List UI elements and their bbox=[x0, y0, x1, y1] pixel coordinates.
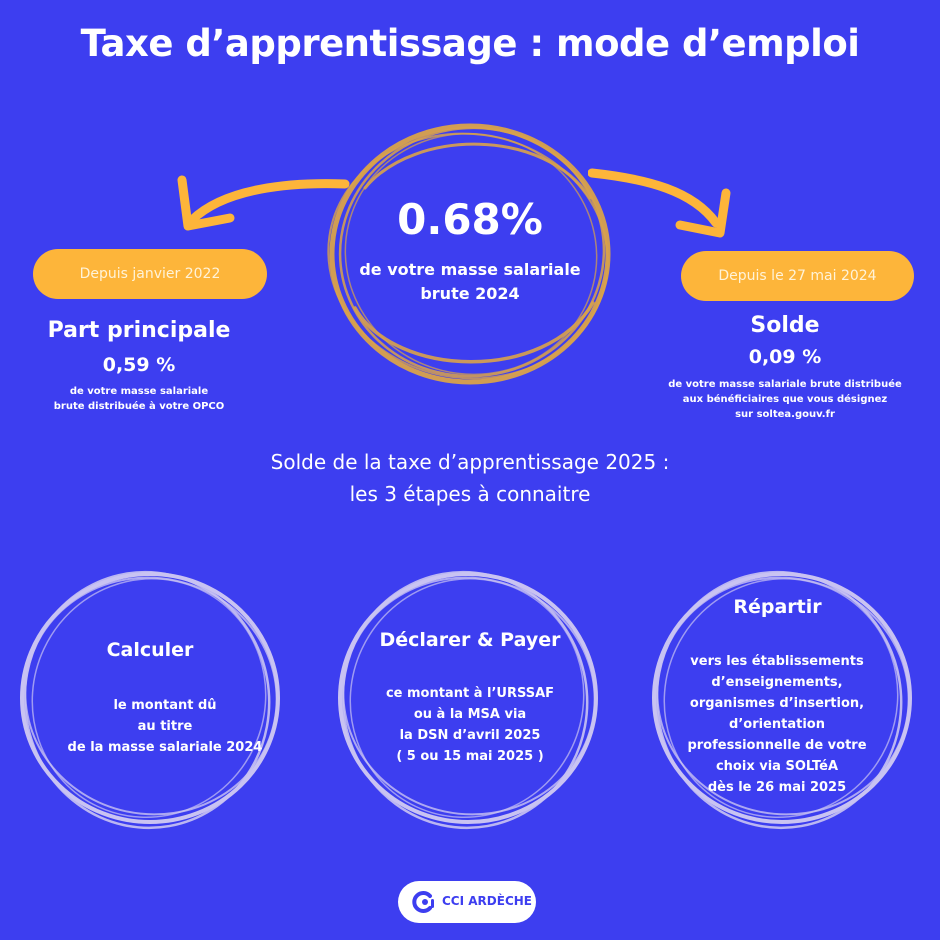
total-desc-line: de votre masse salariale bbox=[359, 260, 581, 279]
step-line: ou à la MSA via bbox=[413, 707, 527, 722]
step-line: choix via SOLTéA bbox=[715, 759, 839, 774]
balance-description: de votre masse salariale brute distribué… bbox=[645, 377, 925, 422]
steps-heading-line: les 3 étapes à connaitre bbox=[349, 482, 591, 506]
step-ring-decoration bbox=[20, 570, 280, 830]
balance-percent: 0,09 % bbox=[748, 346, 822, 368]
main-part-desc-line: brute distribuée à votre OPCO bbox=[53, 401, 225, 412]
balance-desc-line: aux bénéficiaires que vous désignez bbox=[682, 394, 888, 405]
step-ring-decoration bbox=[338, 570, 598, 830]
step-line: organismes d’insertion, bbox=[689, 696, 865, 711]
cci-ardeche-logo[interactable]: CCI ARDÈCHE bbox=[398, 881, 536, 923]
right-arrow-icon bbox=[588, 168, 731, 238]
gold-ring-decoration bbox=[327, 123, 611, 385]
step-distribute-title: Répartir bbox=[733, 596, 822, 618]
step-calculate-title: Calculer bbox=[106, 639, 194, 661]
step-line: de la masse salariale 2024 bbox=[67, 740, 263, 755]
page-title: Taxe d’apprentissage : mode d’emploi bbox=[80, 22, 860, 65]
since-may-2024-badge: Depuis le 27 mai 2024 bbox=[681, 251, 914, 301]
main-part-percent: 0,59 % bbox=[102, 354, 176, 376]
step-line: au titre bbox=[137, 719, 193, 734]
balance-title: Solde bbox=[750, 313, 820, 338]
total-percent-description: de votre masse salariale brute 2024 bbox=[340, 258, 600, 306]
step-line: ce montant à l’URSSAF bbox=[385, 686, 555, 701]
main-part-description: de votre masse salariale brute distribué… bbox=[28, 384, 250, 414]
total-desc-line: brute 2024 bbox=[420, 284, 520, 303]
cci-logo-label: CCI ARDÈCHE bbox=[442, 894, 532, 908]
step-line: d’enseignements, bbox=[711, 675, 843, 690]
step-line: vers les établissements bbox=[690, 654, 864, 669]
total-percent: 0.68% bbox=[397, 195, 543, 244]
step-line: d’orientation bbox=[729, 717, 825, 732]
steps-heading-line: Solde de la taxe d’apprentissage 2025 : bbox=[270, 450, 670, 474]
main-part-title: Part principale bbox=[47, 318, 231, 343]
step-line: dès le 26 mai 2025 bbox=[707, 780, 847, 795]
step-line: le montant dû bbox=[113, 698, 217, 713]
balance-desc-line: sur soltea.gouv.fr bbox=[735, 409, 835, 420]
steps-heading: Solde de la taxe d’apprentissage 2025 : … bbox=[0, 446, 940, 510]
step-declare-title: Déclarer & Payer bbox=[379, 629, 561, 651]
main-part-desc-line: de votre masse salariale bbox=[69, 386, 209, 397]
since-january-2022-badge: Depuis janvier 2022 bbox=[33, 249, 267, 299]
step-distribute-text: vers les établissements d’enseignements,… bbox=[667, 651, 887, 798]
step-ring-decoration bbox=[652, 570, 912, 830]
step-line: professionnelle de votre bbox=[687, 738, 867, 753]
step-calculate-text: le montant dû au titre de la masse salar… bbox=[40, 695, 290, 758]
balance-desc-line: de votre masse salariale brute distribué… bbox=[668, 379, 902, 390]
step-declare-text: ce montant à l’URSSAF ou à la MSA via la… bbox=[350, 683, 590, 767]
cci-logo-icon bbox=[412, 891, 434, 913]
step-line: ( 5 ou 15 mai 2025 ) bbox=[396, 749, 544, 764]
step-line: la DSN d’avril 2025 bbox=[399, 728, 541, 743]
left-arrow-icon bbox=[177, 175, 350, 231]
